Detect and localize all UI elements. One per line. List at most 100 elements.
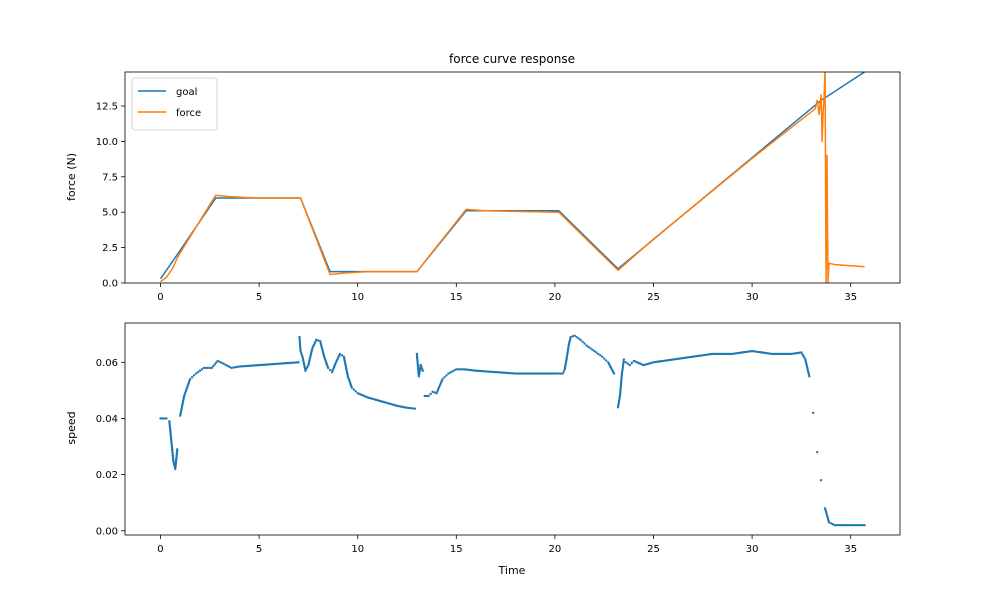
speed-chart-point (856, 523, 859, 527)
speed-chart-point (451, 370, 454, 373)
force-chart-y-tick-label: 5.0 (102, 208, 118, 219)
speed-chart-point (533, 372, 537, 375)
speed-chart-point (423, 394, 426, 398)
speed-chart-point (601, 355, 604, 358)
speed-chart-point (621, 367, 624, 370)
speed-chart-point (829, 522, 833, 525)
speed-chart-point (421, 369, 424, 372)
speed-chart-point (449, 371, 452, 374)
speed-chart-point (538, 372, 542, 375)
speed-chart-point (587, 345, 590, 349)
speed-chart-point (161, 417, 164, 420)
speed-chart-point (419, 363, 422, 367)
speed-chart-point (299, 348, 302, 351)
speed-chart-point (299, 351, 303, 355)
speed-chart-point (206, 366, 210, 370)
speed-chart-point (190, 376, 194, 379)
speed-chart-point (420, 367, 424, 371)
speed-chart-point (443, 376, 446, 379)
speed-chart-y-ticks: 0.00 0.02 0.04 0.06 (96, 358, 125, 537)
force-chart-x-tick-label: 10 (351, 292, 364, 303)
speed-chart-point (852, 523, 856, 527)
speed-chart-point (783, 352, 787, 356)
speed-chart-point (208, 366, 211, 370)
speed-chart-point (429, 392, 432, 396)
speed-chart-point (445, 374, 448, 377)
speed-chart-point (630, 361, 634, 365)
speed-chart-point (815, 450, 819, 454)
speed-chart-point (849, 523, 852, 527)
speed-chart-point (326, 366, 330, 370)
speed-chart-point (861, 523, 864, 527)
speed-chart-point (801, 353, 804, 356)
speed-chart-point (622, 360, 625, 363)
force-chart-title: force curve response (449, 52, 575, 66)
speed-chart-point (543, 372, 547, 375)
speed-chart-point (589, 347, 592, 350)
speed-chart-point (780, 352, 783, 356)
speed-chart-x-tick-label: 15 (450, 544, 463, 555)
speed-chart-point (216, 359, 219, 363)
speed-chart-y-tick-label: 0.06 (96, 358, 118, 369)
force-chart-y-tick-label: 0.0 (102, 279, 118, 290)
speed-chart-point (628, 363, 632, 367)
speed-chart-point (328, 368, 332, 372)
speed-chart-point (595, 351, 598, 354)
speed-chart-point (427, 394, 430, 398)
speed-chart-point (847, 523, 851, 527)
speed-chart-point (812, 411, 815, 415)
force-chart-force-line (160, 72, 865, 283)
speed-chart-point (200, 368, 204, 371)
force-chart-y-tick-label: 12.5 (96, 101, 118, 112)
speed-chart-point (298, 337, 301, 340)
speed-chart-point (212, 364, 215, 368)
force-chart-legend-label-force: force (176, 108, 201, 119)
speed-chart-point (299, 349, 302, 353)
speed-chart-point (603, 357, 606, 360)
speed-chart-point (298, 342, 302, 346)
speed-chart-y-tick-label: 0.04 (96, 414, 118, 425)
speed-chart-point (550, 372, 553, 375)
speed-chart-point (566, 349, 570, 353)
speed-chart-point (298, 335, 301, 339)
speed-chart-point (218, 360, 221, 364)
speed-chart-point (425, 394, 428, 398)
speed-chart-point (719, 352, 723, 356)
speed-chart-y-tick-label: 0.02 (96, 470, 118, 481)
speed-chart-point (854, 523, 858, 527)
speed-chart-point (405, 406, 409, 409)
speed-chart-point (620, 370, 624, 373)
force-chart: force curve response force (N) 0 5 10 15 20 2… (65, 52, 901, 303)
force-chart-plot-area: 0 5 10 15 20 25 30 35 0.0 2.5 5.0 7.5 10.0 12.5 goal fo… (96, 71, 901, 303)
speed-chart-point (802, 354, 805, 358)
force-chart-x-tick-label: 15 (450, 292, 463, 303)
speed-chart-point (561, 372, 564, 375)
speed-chart-point (566, 347, 570, 351)
speed-chart-point (455, 368, 458, 371)
speed-chart-point (566, 353, 569, 356)
force-chart-x-tick-label: 30 (746, 292, 759, 303)
speed-chart-point (626, 362, 630, 365)
speed-chart-point (453, 369, 456, 372)
speed-chart-point (514, 372, 517, 375)
force-chart-y-tick-label: 10.0 (96, 137, 118, 148)
speed-chart-point (565, 356, 568, 360)
speed-chart-point (787, 352, 790, 356)
speed-chart-point (863, 523, 866, 527)
speed-chart-point (527, 372, 530, 375)
speed-chart-point (547, 372, 550, 375)
speed-chart-point (559, 372, 563, 375)
speed-chart-point (581, 340, 584, 343)
force-chart-x-tick-label: 5 (256, 292, 262, 303)
speed-chart-point (220, 361, 223, 364)
speed-chart-point (222, 362, 225, 365)
speed-chart-point (213, 363, 216, 366)
speed-chart-point (230, 366, 233, 370)
speed-chart-point (566, 351, 569, 354)
speed-chart-point (827, 521, 831, 524)
speed-chart-point (545, 372, 548, 375)
speed-chart-point (562, 370, 565, 373)
speed-chart-point (775, 352, 778, 356)
force-chart-legend-box (131, 77, 218, 131)
speed-chart-point (621, 363, 625, 366)
